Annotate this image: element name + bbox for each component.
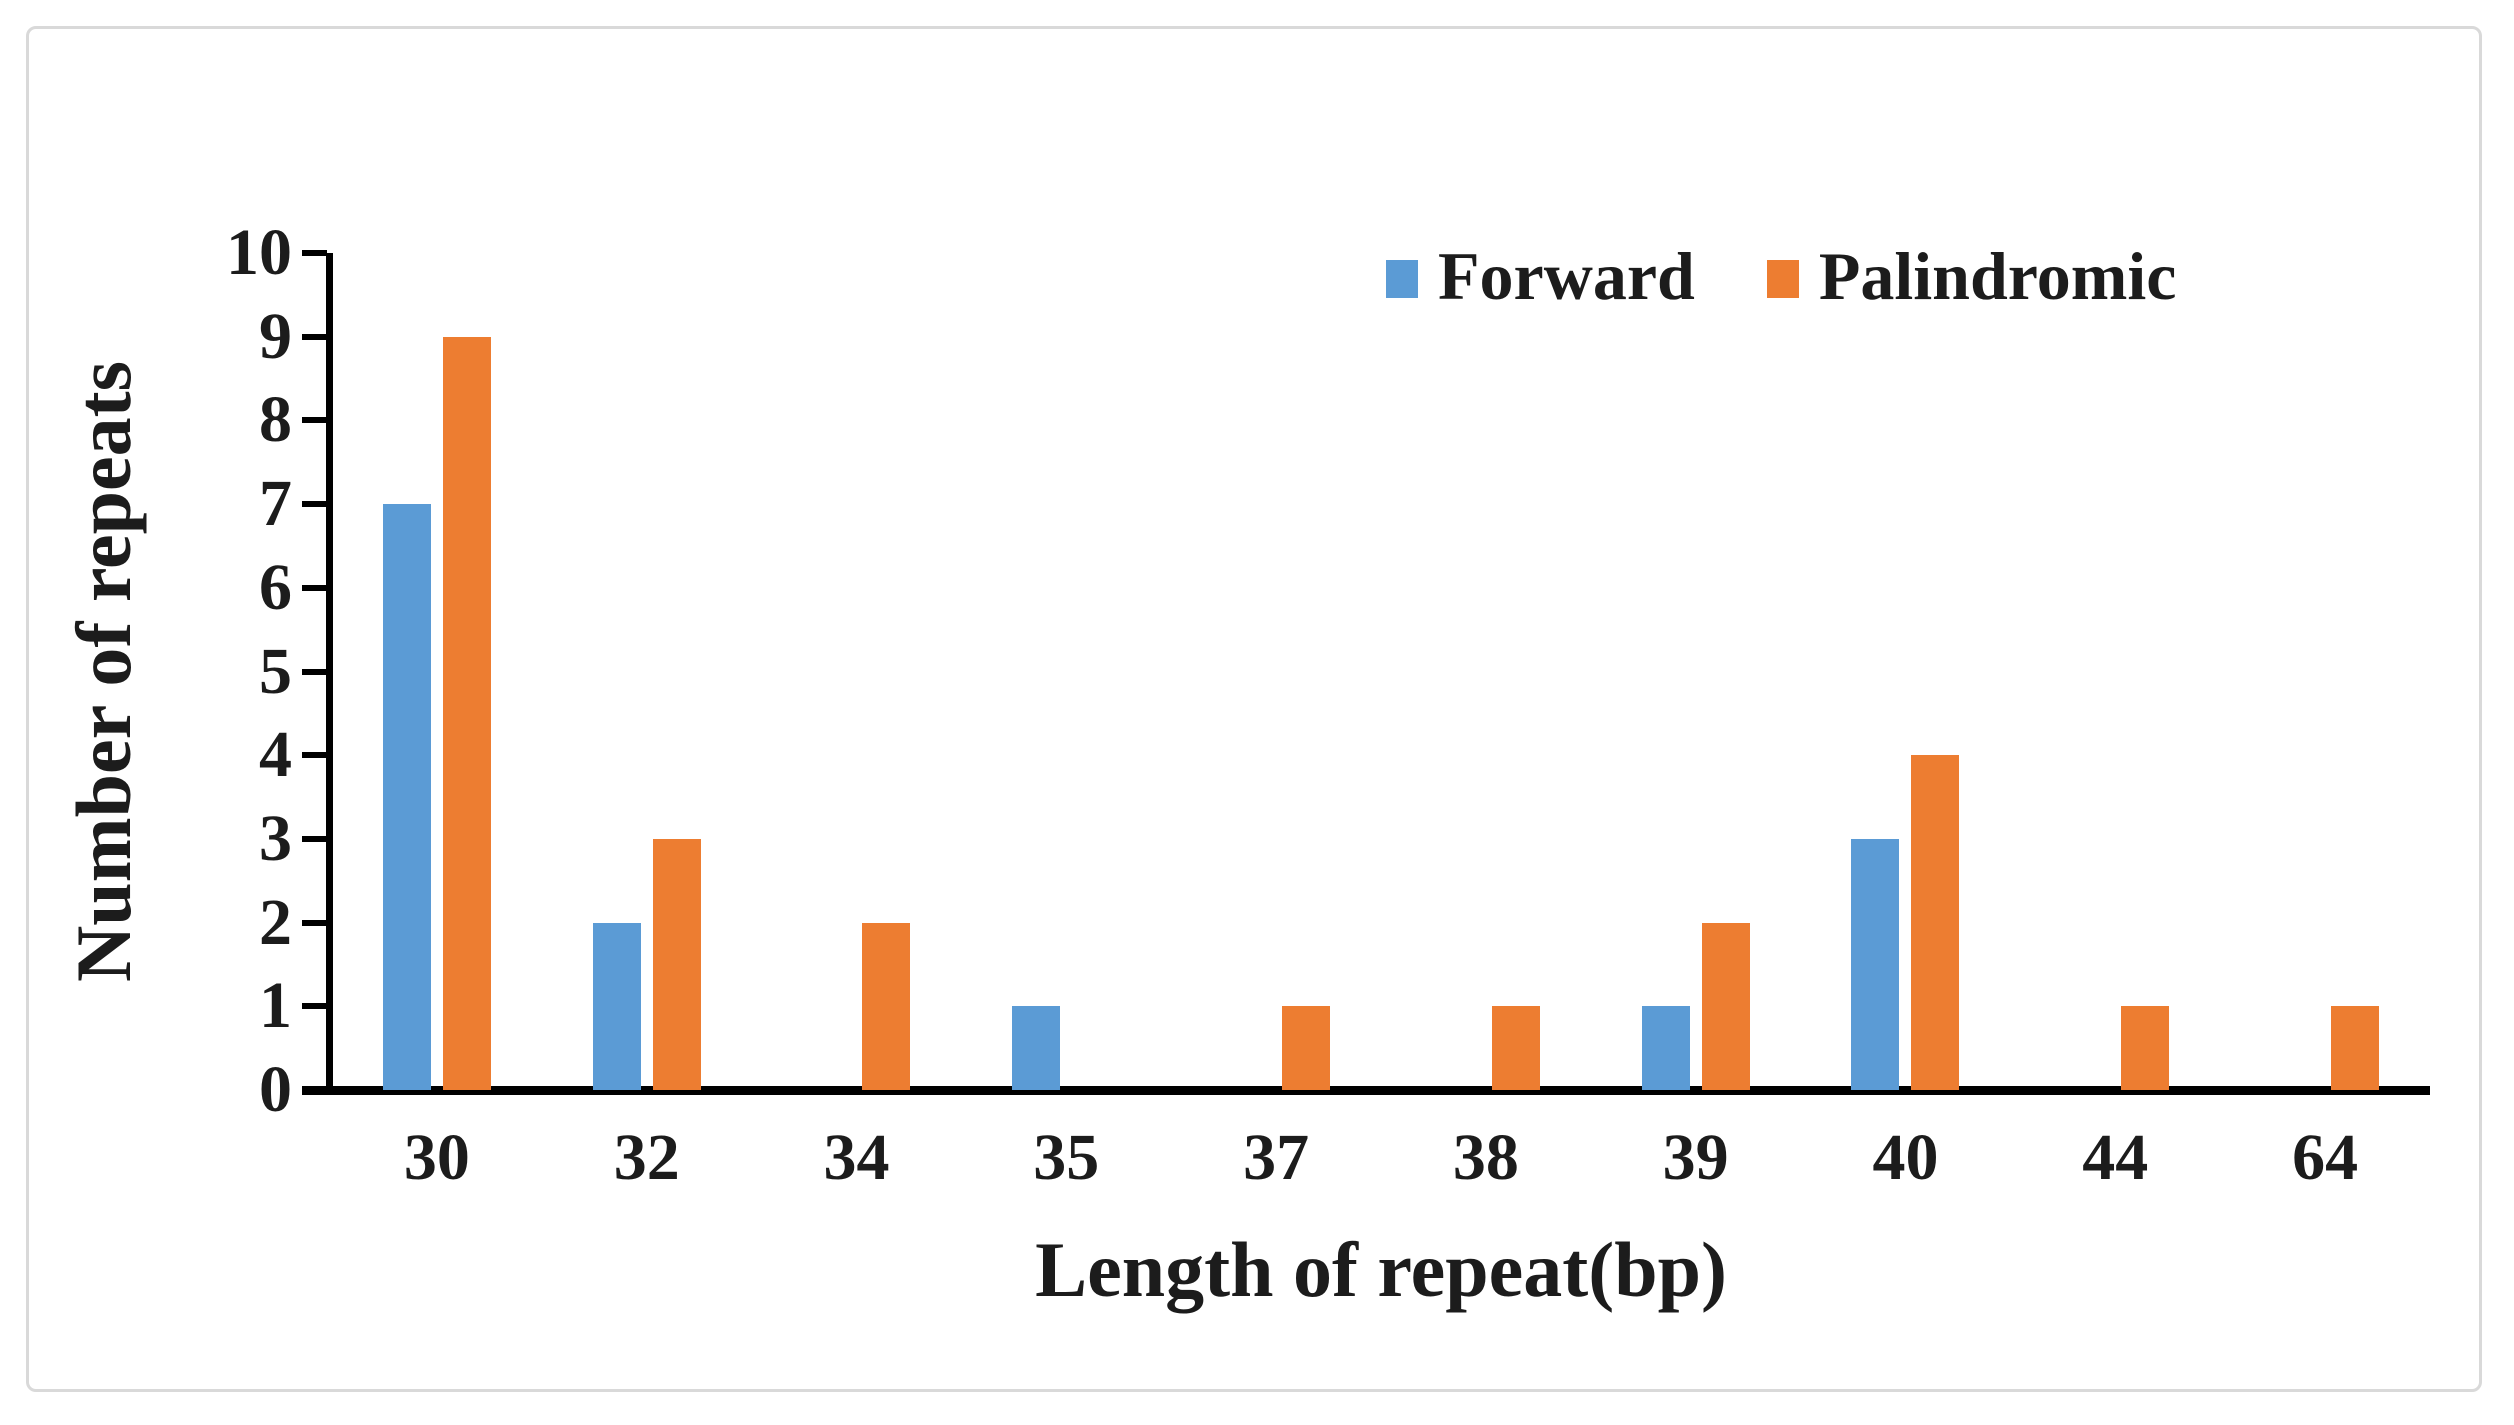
bar-group — [1801, 253, 2011, 1090]
y-tick-label: 7 — [259, 467, 292, 541]
bar-group — [1171, 253, 1381, 1090]
x-tick-label: 44 — [2082, 1121, 2149, 1194]
bar-group — [1591, 253, 1801, 1090]
y-tick-label: 9 — [259, 299, 292, 373]
bar-group — [332, 253, 542, 1090]
bar-palindromic — [862, 922, 911, 1090]
bar-palindromic — [1911, 755, 1960, 1090]
y-tick-label: 3 — [259, 801, 292, 875]
bar-forward — [1851, 838, 1900, 1090]
bar-group — [961, 253, 1171, 1090]
chart-frame — [26, 26, 2482, 1392]
bar-forward — [1012, 1006, 1061, 1090]
x-axis-title: Length of repeat(bp) — [1035, 1226, 1727, 1313]
y-tick-label: 2 — [259, 885, 292, 959]
y-tick — [302, 1087, 327, 1093]
x-tick-label: 39 — [1662, 1121, 1729, 1194]
bars-row — [332, 253, 2430, 1090]
legend-item-forward: Forward — [1386, 240, 1695, 312]
x-labels-row: 30 32 34 35 37 38 39 40 44 64 — [332, 1122, 2430, 1194]
legend: Forward Palindromic — [1386, 240, 2176, 312]
y-tick — [302, 333, 327, 340]
legend-label-forward: Forward — [1438, 238, 1695, 314]
y-tick — [302, 919, 327, 926]
bar-palindromic — [1282, 1006, 1331, 1090]
bar-forward — [1641, 1006, 1690, 1090]
x-tick-label: 30 — [403, 1121, 470, 1194]
y-tick-label: 10 — [226, 216, 292, 289]
legend-swatch-palindromic — [1766, 260, 1799, 298]
bar-group — [752, 253, 962, 1090]
x-tick-label: 37 — [1243, 1121, 1310, 1194]
bar-forward — [592, 922, 641, 1090]
legend-swatch-forward — [1386, 260, 1418, 298]
x-tick-label: 40 — [1872, 1121, 1939, 1194]
x-tick-label: 38 — [1452, 1121, 1519, 1194]
y-tick — [302, 668, 327, 675]
y-tick — [302, 250, 327, 256]
legend-item-palindromic: Palindromic — [1766, 238, 2177, 314]
y-tick — [302, 501, 327, 508]
y-tick — [302, 752, 327, 759]
bar-palindromic — [1701, 922, 1750, 1090]
legend-label-palindromic: Palindromic — [1818, 238, 2177, 314]
bar-group — [2220, 253, 2430, 1090]
y-tick-label: 4 — [259, 718, 292, 792]
bar-palindromic — [442, 336, 491, 1090]
y-axis-line — [326, 253, 333, 1095]
y-tick — [302, 417, 327, 424]
y-tick-label: 5 — [259, 634, 292, 708]
bar-group — [1381, 253, 1591, 1090]
bar-group — [2010, 253, 2220, 1090]
bar-palindromic — [2121, 1006, 2170, 1090]
bar-palindromic — [652, 838, 701, 1090]
x-tick-label: 34 — [823, 1121, 890, 1194]
y-tick-label: 8 — [259, 383, 292, 457]
x-tick-label: 32 — [613, 1121, 680, 1194]
bar-palindromic — [2331, 1006, 2380, 1090]
bar-palindromic — [1491, 1006, 1540, 1090]
plot-area — [332, 253, 2430, 1090]
y-tick — [302, 835, 327, 842]
x-tick-label: 35 — [1033, 1121, 1100, 1194]
y-tick-label: 1 — [259, 969, 292, 1043]
bar-forward — [382, 504, 431, 1090]
x-axis-line — [302, 1086, 2430, 1095]
bar-group — [542, 253, 752, 1090]
x-tick-label: 64 — [2292, 1121, 2359, 1194]
y-tick-label: 6 — [259, 550, 292, 624]
y-tick-label: 0 — [259, 1053, 292, 1126]
y-tick — [302, 1003, 327, 1010]
y-tick — [302, 584, 327, 591]
